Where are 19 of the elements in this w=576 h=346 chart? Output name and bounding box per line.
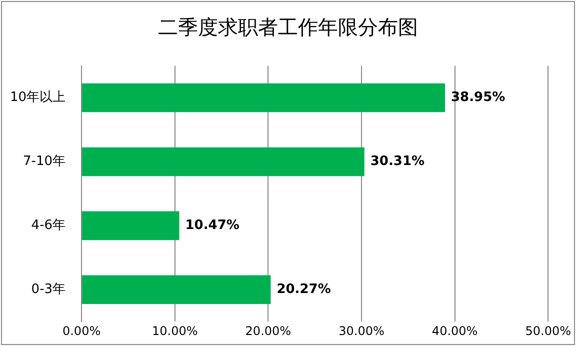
data-label: 20.27% — [276, 282, 331, 297]
bar — [82, 147, 364, 176]
x-tick-label: 30.00% — [338, 324, 384, 338]
x-tick-label: 50.00% — [525, 324, 572, 338]
bar — [82, 211, 180, 240]
data-label: 10.47% — [185, 218, 240, 234]
bar — [82, 83, 446, 112]
y-tick-label: 10年以上 — [10, 90, 66, 106]
bar — [82, 275, 271, 304]
y-tick-label: 7-10年 — [23, 154, 66, 170]
data-label: 38.95% — [451, 90, 506, 106]
y-tick-label: 4-6年 — [31, 218, 66, 234]
x-tick-label: 10.00% — [152, 324, 198, 338]
y-tick-label: 0-3年 — [31, 282, 66, 297]
x-tick-label: 20.00% — [245, 324, 292, 338]
data-label: 30.31% — [370, 154, 425, 170]
x-tick-label: 0.00% — [62, 324, 101, 338]
x-tick-label: 40.00% — [432, 324, 478, 338]
chart-title: 二季度求职者工作年限分布图 — [157, 14, 419, 41]
